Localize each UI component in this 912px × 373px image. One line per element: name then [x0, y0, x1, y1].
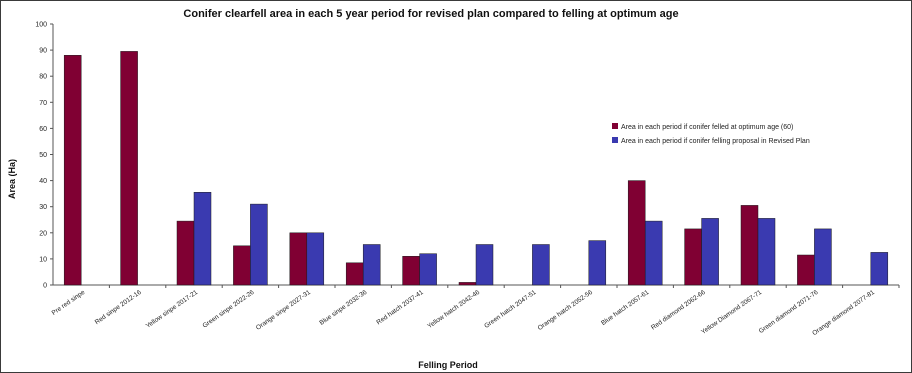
bar-optimum-age [63, 55, 82, 286]
bar-optimum-age [120, 51, 138, 286]
bar-revised-plan [193, 192, 212, 286]
x-axis-label: Felling Period [418, 360, 478, 370]
legend-swatch [612, 137, 618, 143]
bar-optimum-age [684, 228, 702, 286]
x-tick-label: Red hatch 2037-41 [375, 289, 425, 327]
bar-optimum-age [345, 262, 364, 286]
y-tick-label: 50 [39, 152, 47, 159]
y-axis-label: Area (Ha) [7, 159, 17, 199]
x-tick-label: Blue hatch 2057-61 [600, 289, 651, 327]
y-tick-label: 60 [39, 126, 47, 133]
y-tick-label: 80 [39, 74, 47, 81]
x-tick-label: Yellow sinpe 2017-21 [145, 289, 200, 330]
bar-revised-plan [306, 232, 325, 286]
bar-revised-plan [588, 240, 607, 286]
x-tick-label: Red diamond 2062-66 [650, 289, 707, 332]
bar-optimum-age [233, 245, 251, 286]
y-tick-label: 0 [43, 283, 47, 290]
y-tick-label: 30 [39, 204, 47, 211]
legend-swatch [612, 123, 618, 129]
x-tick-label: Green diamond 2071-76 [758, 289, 820, 335]
x-tick-label: Blue sinpe 2032-36 [318, 289, 368, 327]
bar-optimum-age [176, 220, 195, 286]
y-tick-label: 90 [39, 48, 47, 55]
x-tick-label: Green hatch 2047-51 [483, 289, 538, 330]
x-tick-label: Orange hatch 2052-56 [537, 289, 595, 332]
bar-revised-plan [814, 228, 832, 286]
bar-revised-plan [475, 244, 494, 286]
bar-optimum-age [627, 180, 646, 286]
x-tick-label: Yellow hatch 2042-46 [426, 289, 481, 330]
chart-title: Conifer clearfell area in each 5 year pe… [183, 8, 678, 20]
bar-revised-plan [757, 218, 776, 286]
y-tick-label: 40 [39, 178, 47, 185]
legend-label: Area in each period if conifer felling p… [621, 138, 810, 145]
plot-area: 0 10 20 30 40 50 60 70 80 90 100 Pre red sinpe Red s… [35, 22, 900, 337]
y-tick-label: 20 [39, 230, 47, 237]
x-tick-label: Orange sinpe 2027-31 [255, 289, 312, 332]
bar-optimum-age [797, 254, 815, 286]
bar-revised-plan [419, 253, 437, 286]
bar-revised-plan [362, 244, 381, 286]
legend-label: Area in each period if conifer felled at… [621, 124, 793, 131]
y-tick-label: 100 [35, 22, 47, 29]
legend: Area in each period if conifer felled at… [612, 123, 810, 145]
bar-optimum-age [402, 256, 420, 286]
bar-revised-plan [870, 252, 889, 286]
x-tick-label: Red sinpe 2012-16 [94, 289, 143, 326]
y-tick-label: 10 [39, 256, 47, 263]
bar-revised-plan [701, 218, 719, 286]
bar-revised-plan [644, 220, 663, 286]
bar-optimum-age [458, 282, 477, 286]
bar-optimum-age [289, 232, 308, 286]
x-tick-label: Pre red sinpe [51, 289, 87, 317]
y-tick-label: 70 [39, 100, 47, 107]
x-tick-label: Orange diamond 2077-81 [811, 289, 876, 337]
x-tick-label: Green sinpe 2022-26 [201, 289, 255, 330]
bar-optimum-age [740, 205, 759, 286]
bar-revised-plan [532, 244, 550, 286]
bar-revised-plan [250, 203, 268, 286]
x-tick-label: Yellow Diamond 2067-71 [700, 289, 763, 336]
